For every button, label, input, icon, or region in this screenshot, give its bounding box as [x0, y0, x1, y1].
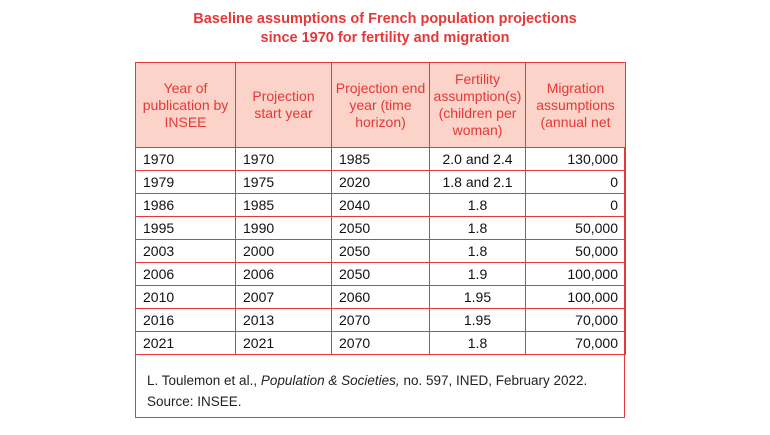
cell-end-year: 2050 [331, 239, 430, 263]
table-row: 2003 2000 2050 1.8 50,000 [135, 239, 626, 263]
table-row: 2016 2013 2070 1.95 70,000 [135, 308, 626, 332]
cell-migration: 100,000 [525, 285, 626, 309]
cell-fertility: 1.8 [429, 216, 526, 240]
projections-table: Year of publication by INSEE Projection … [135, 62, 626, 355]
cell-fertility: 1.95 [429, 285, 526, 309]
cell-publication-year: 2010 [135, 285, 236, 309]
title-line-2: since 1970 for fertility and migration [260, 30, 510, 46]
cell-publication-year: 2016 [135, 308, 236, 332]
header-fertility-assumptions: Fertility assumption(s) (children per wo… [429, 62, 526, 148]
cell-end-year: 2050 [331, 262, 430, 286]
cell-migration: 70,000 [525, 308, 626, 332]
cell-start-year: 2007 [235, 285, 332, 309]
header-migration-assumptions: Migration assumptions (annual net [525, 62, 626, 148]
cell-end-year: 2060 [331, 285, 430, 309]
cell-publication-year: 2003 [135, 239, 236, 263]
cell-start-year: 1975 [235, 170, 332, 194]
title-line-1: Baseline assumptions of French populatio… [193, 11, 577, 27]
cell-end-year: 2020 [331, 170, 430, 194]
cell-fertility: 1.8 [429, 193, 526, 217]
header-year-of-publication: Year of publication by INSEE [135, 62, 236, 148]
table-row: 2006 2006 2050 1.9 100,000 [135, 262, 626, 286]
table-row: 1979 1975 2020 1.8 and 2.1 0 [135, 170, 626, 194]
header-projection-end-year: Projection end year (time horizon) [331, 62, 430, 148]
cell-start-year: 2006 [235, 262, 332, 286]
cell-publication-year: 2006 [135, 262, 236, 286]
cell-migration: 0 [525, 193, 626, 217]
cell-migration: 50,000 [525, 239, 626, 263]
cell-publication-year: 2021 [135, 331, 236, 355]
cell-fertility: 1.8 [429, 239, 526, 263]
cell-end-year: 2070 [331, 331, 430, 355]
citation-line: L. Toulemon et al., Population & Societi… [147, 370, 617, 391]
cell-end-year: 2050 [331, 216, 430, 240]
table-row: 1970 1970 1985 2.0 and 2.4 130,000 [135, 147, 626, 171]
cell-fertility: 2.0 and 2.4 [429, 147, 526, 171]
table-row: 1986 1985 2040 1.8 0 [135, 193, 626, 217]
cell-start-year: 1990 [235, 216, 332, 240]
cell-publication-year: 1986 [135, 193, 236, 217]
source-line: Source: INSEE. [147, 394, 242, 409]
cell-start-year: 1970 [235, 147, 332, 171]
cell-fertility: 1.95 [429, 308, 526, 332]
cell-migration: 130,000 [525, 147, 626, 171]
cell-publication-year: 1979 [135, 170, 236, 194]
cell-start-year: 2013 [235, 308, 332, 332]
cell-migration: 50,000 [525, 216, 626, 240]
cell-migration: 70,000 [525, 331, 626, 355]
table-row: 2010 2007 2060 1.95 100,000 [135, 285, 626, 309]
cell-publication-year: 1995 [135, 216, 236, 240]
cell-end-year: 1985 [331, 147, 430, 171]
cell-fertility: 1.9 [429, 262, 526, 286]
cell-migration: 100,000 [525, 262, 626, 286]
cell-end-year: 2070 [331, 308, 430, 332]
source-note: L. Toulemon et al., Population & Societi… [147, 370, 617, 412]
table-row: 1995 1990 2050 1.8 50,000 [135, 216, 626, 240]
cell-fertility: 1.8 and 2.1 [429, 170, 526, 194]
cell-start-year: 2021 [235, 331, 332, 355]
citation-details: no. 597, INED, February 2022. [403, 373, 588, 388]
table-title: Baseline assumptions of French populatio… [0, 10, 770, 48]
cell-fertility: 1.8 [429, 331, 526, 355]
citation-journal: Population & Societies, [260, 373, 400, 388]
citation-authors: L. Toulemon et al., [147, 373, 258, 388]
cell-migration: 0 [525, 170, 626, 194]
cell-start-year: 1985 [235, 193, 332, 217]
cell-start-year: 2000 [235, 239, 332, 263]
table-header-row: Year of publication by INSEE Projection … [135, 62, 626, 148]
cell-publication-year: 1970 [135, 147, 236, 171]
header-projection-start-year: Projection start year [235, 62, 332, 148]
table-row: 2021 2021 2070 1.8 70,000 [135, 331, 626, 355]
cell-end-year: 2040 [331, 193, 430, 217]
